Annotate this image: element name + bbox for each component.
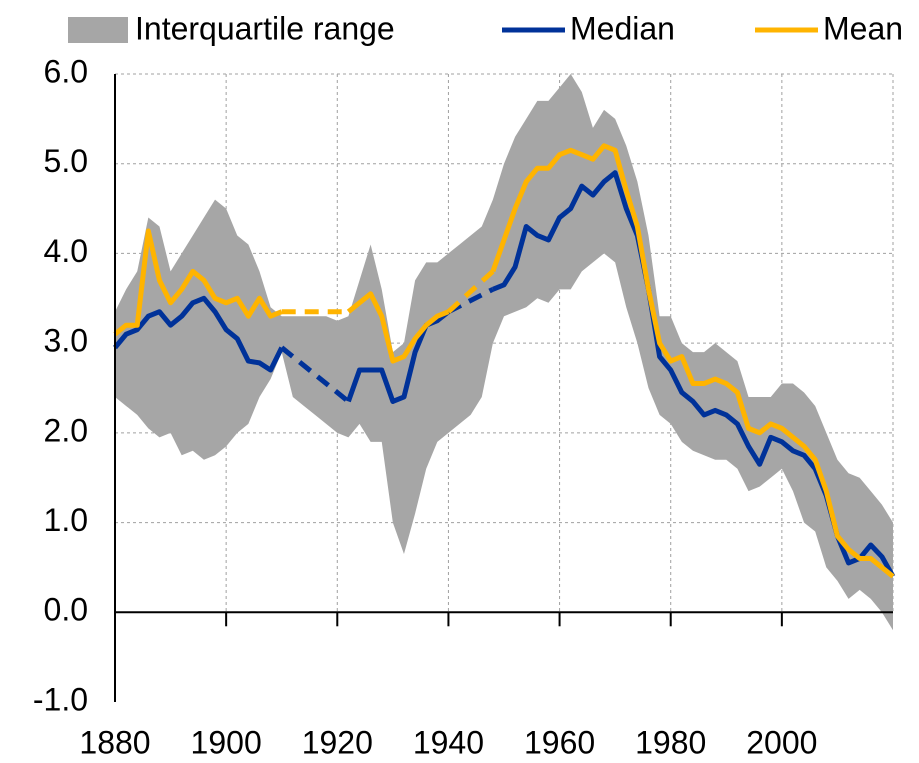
- x-tick-label: 1920: [302, 724, 373, 760]
- legend-label: Interquartile range: [135, 10, 395, 46]
- gap-bridge: [280, 345, 350, 404]
- y-tick-label: 1.0: [44, 502, 88, 538]
- legend-label: Median: [570, 10, 675, 46]
- x-tick-label: 2000: [746, 724, 817, 760]
- y-tick-label: 6.0: [44, 53, 88, 89]
- legend-label: Mean: [823, 10, 903, 46]
- x-tick-label: 1960: [524, 724, 595, 760]
- x-tick-label: 1880: [79, 724, 150, 760]
- y-tick-label: 2.0: [44, 412, 88, 448]
- x-tick-label: 1940: [413, 724, 484, 760]
- legend-swatch: [68, 17, 128, 43]
- y-tick-label: 0.0: [44, 592, 88, 628]
- iqr-band: [115, 74, 893, 631]
- gap-bridge: [446, 269, 495, 314]
- series-line: [113, 143, 895, 579]
- y-tick-label: 5.0: [44, 143, 88, 179]
- x-tick-label: 1900: [191, 724, 262, 760]
- y-tick-label: 3.0: [44, 323, 88, 359]
- x-tick-label: 1980: [635, 724, 706, 760]
- y-tick-label: 4.0: [44, 233, 88, 269]
- y-tick-label: -1.0: [33, 681, 88, 717]
